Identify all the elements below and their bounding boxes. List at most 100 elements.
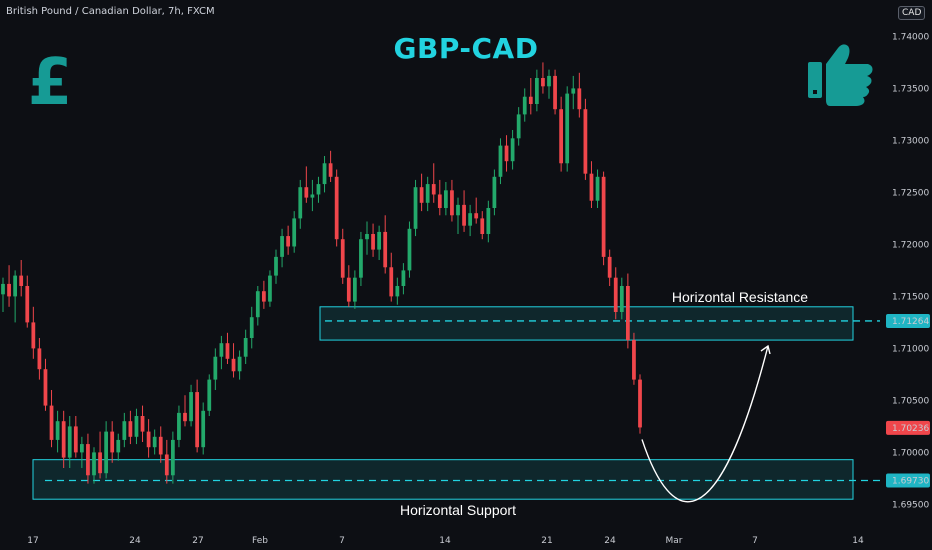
- candle: [237, 350, 242, 380]
- candle: [468, 204, 473, 237]
- time-tick-label: Feb: [252, 536, 268, 546]
- candle: [274, 249, 278, 284]
- candle: [304, 166, 309, 203]
- candle: [638, 374, 642, 434]
- candle: [450, 179, 454, 222]
- candle: [31, 306, 36, 359]
- candle: [346, 265, 351, 307]
- candle: [164, 439, 169, 484]
- candle: [298, 179, 303, 229]
- chart-title: GBP-CAD: [393, 32, 539, 65]
- candle: [79, 436, 84, 468]
- candle: [589, 161, 594, 208]
- candle: [7, 265, 11, 307]
- candle: [583, 98, 588, 180]
- candle: [213, 348, 218, 390]
- candle: [625, 273, 630, 349]
- time-tick-label: 27: [192, 536, 203, 546]
- resistance-zone[interactable]: [319, 306, 854, 341]
- price-tick-label: 1.70500: [892, 396, 929, 406]
- time-tick-label: 21: [541, 536, 552, 546]
- pound-icon: £: [28, 46, 73, 120]
- candle: [116, 433, 121, 461]
- candle: [134, 408, 139, 445]
- candle: [510, 130, 515, 170]
- candle: [261, 280, 266, 309]
- candle: [365, 221, 369, 255]
- candle: [401, 263, 406, 295]
- candle: [310, 179, 315, 212]
- candle: [462, 190, 466, 232]
- candle: [67, 416, 72, 468]
- candle: [504, 135, 509, 172]
- candle: [419, 173, 424, 212]
- candle: [541, 62, 545, 94]
- symbol-header[interactable]: British Pound / Canadian Dollar, 7h, FXC…: [6, 6, 215, 17]
- candle: [219, 335, 224, 370]
- price-label-badge: 1.71264: [886, 313, 930, 328]
- candle: [1, 277, 5, 312]
- currency-button[interactable]: CAD: [898, 6, 926, 20]
- candle: [407, 221, 412, 278]
- candle: [249, 306, 254, 349]
- candle: [92, 447, 96, 484]
- candle: [474, 197, 479, 224]
- candle: [243, 329, 248, 364]
- support-zone[interactable]: [32, 459, 854, 500]
- svg-text:£: £: [28, 46, 73, 120]
- candle: [207, 374, 212, 416]
- thumbs-up-icon: [808, 44, 873, 106]
- svg-text:1.71264: 1.71264: [892, 317, 929, 327]
- time-tick-label: 14: [439, 536, 451, 546]
- candle: [437, 179, 442, 216]
- time-tick-label: 7: [339, 536, 345, 546]
- candle: [619, 277, 624, 320]
- svg-text:1.69730: 1.69730: [892, 476, 929, 486]
- candle: [359, 231, 363, 286]
- candle: [104, 421, 109, 479]
- candle: [225, 332, 230, 364]
- candle: [528, 78, 533, 115]
- candle: [43, 358, 48, 411]
- time-tick-label: 7: [752, 536, 758, 546]
- price-tick-label: 1.74000: [892, 32, 929, 42]
- candle: [389, 252, 394, 302]
- price-tick-label: 1.70000: [892, 448, 929, 458]
- candle: [522, 88, 527, 122]
- candle: [498, 138, 503, 185]
- candle: [571, 75, 576, 110]
- time-tick-label: 24: [129, 536, 141, 546]
- candle: [456, 197, 460, 234]
- candle: [140, 405, 145, 442]
- candle: [98, 431, 102, 479]
- price-tick-label: 1.73000: [892, 136, 929, 146]
- support-label: Horizontal Support: [400, 502, 516, 518]
- candle: [371, 223, 375, 257]
- time-tick-label: 24: [604, 536, 616, 546]
- candle: [195, 379, 200, 453]
- time-tick-label: Mar: [666, 536, 683, 546]
- candle: [292, 211, 297, 253]
- candle: [443, 182, 448, 216]
- price-label-badge: 1.69730: [886, 473, 930, 488]
- projection-arrow: [641, 345, 769, 503]
- candle: [547, 69, 551, 99]
- candle: [431, 163, 436, 203]
- candle: [328, 150, 333, 182]
- candle: [170, 431, 175, 484]
- candle: [49, 390, 54, 448]
- candle: [122, 412, 127, 448]
- candle: [255, 286, 260, 326]
- price-tick-label: 1.71500: [892, 292, 929, 302]
- candle: [280, 228, 284, 268]
- candle: [25, 275, 30, 328]
- price-tick-label: 1.73500: [892, 84, 929, 94]
- resistance-label: Horizontal Resistance: [672, 289, 808, 305]
- candle: [55, 410, 60, 453]
- candle: [189, 384, 193, 427]
- candle: [492, 169, 497, 216]
- time-tick-label: 14: [852, 536, 864, 546]
- candle: [601, 171, 606, 266]
